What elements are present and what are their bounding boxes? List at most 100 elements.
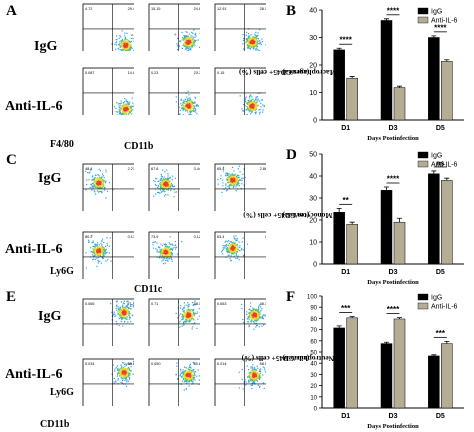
event-dot xyxy=(170,251,172,254)
quadrant-percent: 0.050 xyxy=(151,362,161,366)
event-dot xyxy=(193,29,195,31)
event-dot xyxy=(121,45,123,47)
event-dot xyxy=(155,177,157,180)
event-dot xyxy=(195,39,197,42)
event-dot xyxy=(236,184,238,187)
event-dot xyxy=(185,103,187,105)
event-dot xyxy=(127,308,130,310)
event-dot xyxy=(159,179,161,181)
event-dot xyxy=(188,101,190,103)
event-dot xyxy=(96,178,98,180)
event-dot xyxy=(97,181,99,183)
legend-swatch xyxy=(417,7,429,15)
x-marker-c: CD11c xyxy=(134,284,163,295)
event-dot xyxy=(180,368,182,370)
event-dot xyxy=(249,95,251,97)
event-dot xyxy=(235,235,237,237)
event-dot xyxy=(193,373,195,375)
event-dot xyxy=(246,41,248,43)
event-dot xyxy=(125,110,127,112)
event-dot xyxy=(187,320,189,322)
event-dot xyxy=(169,249,171,251)
event-dot xyxy=(123,48,125,51)
event-dot xyxy=(99,183,101,185)
event-dot xyxy=(168,242,170,244)
quadrant-percent: 0.23 xyxy=(151,71,158,75)
event-dot xyxy=(238,387,240,389)
event-dot xyxy=(115,42,117,44)
event-dot xyxy=(120,36,122,38)
event-dot xyxy=(102,179,104,181)
event-dot xyxy=(249,48,251,50)
event-dot xyxy=(121,311,123,314)
event-dot xyxy=(237,257,239,259)
event-dot xyxy=(163,263,165,265)
legend-label: Anti-IL-6 xyxy=(431,304,458,311)
event-dot xyxy=(194,376,196,378)
bar-anti-il-6-d3 xyxy=(393,87,406,121)
event-dot xyxy=(194,379,196,381)
event-dot xyxy=(189,97,191,99)
event-dot xyxy=(259,304,261,306)
event-dot xyxy=(128,43,130,45)
event-dot xyxy=(257,318,259,320)
event-dot xyxy=(247,108,249,110)
y-tick-label: 20 xyxy=(309,63,317,70)
event-dot xyxy=(98,247,100,249)
event-dot xyxy=(114,313,116,315)
event-dot xyxy=(190,372,192,374)
event-dot xyxy=(93,258,95,260)
event-dot xyxy=(198,308,200,310)
event-dot xyxy=(256,37,258,39)
event-dot xyxy=(94,177,96,179)
event-dot xyxy=(184,320,187,323)
event-dot xyxy=(185,319,187,321)
event-dot xyxy=(251,314,253,316)
event-dot xyxy=(168,181,170,183)
event-dot xyxy=(127,300,129,302)
event-dot xyxy=(95,244,97,246)
event-dot xyxy=(98,178,100,180)
event-dot xyxy=(232,183,234,185)
event-dot xyxy=(124,310,126,312)
event-dot xyxy=(180,98,182,100)
event-dot xyxy=(163,179,165,181)
event-dot xyxy=(247,109,249,111)
event-dot xyxy=(165,186,168,188)
event-dot xyxy=(254,101,256,103)
event-dot xyxy=(99,260,101,262)
event-dot xyxy=(189,42,191,44)
y-tick-label: 60 xyxy=(310,339,317,345)
event-dot xyxy=(184,370,186,372)
event-dot xyxy=(126,46,128,48)
event-dot xyxy=(248,319,250,321)
event-dot xyxy=(191,313,193,315)
event-dot xyxy=(109,237,111,239)
event-dot xyxy=(254,109,256,111)
event-dot xyxy=(103,255,105,257)
event-dot xyxy=(261,99,263,101)
event-dot xyxy=(93,179,95,181)
event-dot xyxy=(172,185,174,188)
event-dot xyxy=(189,372,191,374)
event-dot xyxy=(251,315,253,317)
event-dot xyxy=(92,245,94,247)
event-dot xyxy=(257,38,259,40)
event-dot xyxy=(116,38,118,41)
event-dot xyxy=(122,42,124,44)
event-dot xyxy=(122,109,124,111)
x-tick-label: D3 xyxy=(389,125,398,132)
event-dot xyxy=(93,252,95,254)
event-dot xyxy=(247,106,249,108)
event-dot xyxy=(248,315,250,318)
event-dot xyxy=(254,379,256,381)
event-dot xyxy=(225,249,227,251)
event-dot xyxy=(163,184,165,186)
event-dot xyxy=(185,371,187,374)
event-dot xyxy=(237,168,239,170)
event-dot xyxy=(157,251,159,253)
event-dot xyxy=(124,111,126,113)
event-dot xyxy=(193,43,196,45)
event-dot xyxy=(160,181,162,184)
event-dot xyxy=(94,174,96,176)
